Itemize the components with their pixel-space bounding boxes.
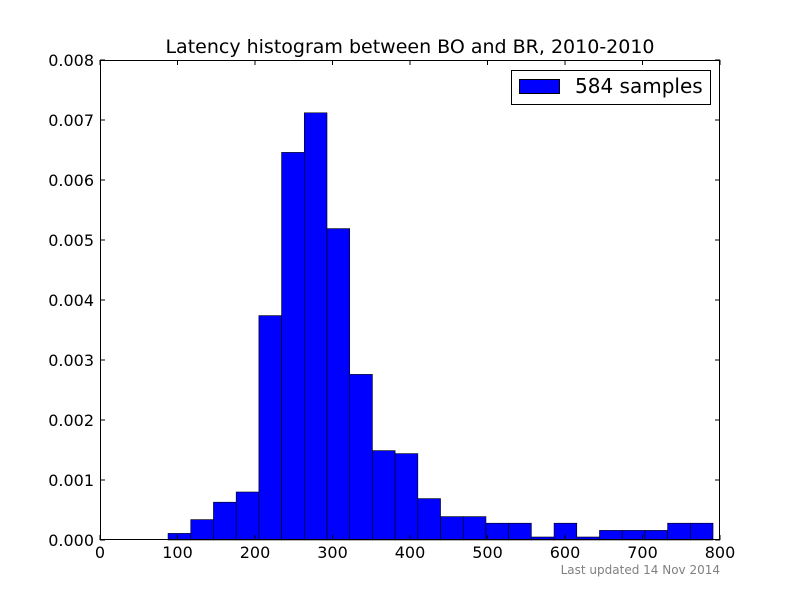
legend-swatch xyxy=(519,79,560,94)
histogram-bar-19 xyxy=(599,530,623,541)
x-tick-label-0: 0 xyxy=(95,543,105,562)
x-tick-label-8: 800 xyxy=(705,543,736,562)
histogram-bar-21 xyxy=(644,530,668,541)
y-tick-label-3: 0.003 xyxy=(48,351,94,370)
histogram-bar-15 xyxy=(508,522,532,541)
ticks-layer: 0 100 200 300 400 500 600 700 800 0.000 0.001 0.002… xyxy=(48,51,735,562)
x-tick-label-5: 500 xyxy=(472,543,503,562)
y-tick-label-5: 0.005 xyxy=(48,231,94,250)
histogram-bar-2 xyxy=(213,501,237,541)
histogram-bar-10 xyxy=(394,453,419,541)
histogram-bar-11 xyxy=(417,498,441,541)
x-tick-label-1: 100 xyxy=(162,543,193,562)
y-tick-label-7: 0.007 xyxy=(48,111,94,130)
x-tick-label-3: 300 xyxy=(317,543,348,562)
bars-layer xyxy=(167,112,714,541)
y-tick-label-2: 0.002 xyxy=(48,411,94,430)
histogram-bar-23 xyxy=(690,522,714,541)
histogram-bar-3 xyxy=(235,491,260,541)
y-tick-label-1: 0.001 xyxy=(48,471,94,490)
histogram-bar-22 xyxy=(667,522,691,541)
histogram-bar-9 xyxy=(372,450,396,541)
histogram-bar-8 xyxy=(349,374,373,541)
x-tick-label-4: 400 xyxy=(395,543,426,562)
histogram-bar-5 xyxy=(281,152,305,541)
y-tick-label-8: 0.008 xyxy=(48,51,94,70)
y-tick-label-0: 0.000 xyxy=(48,531,94,550)
y-tick-label-4: 0.004 xyxy=(48,291,94,310)
x-tick-label-7: 700 xyxy=(627,543,658,562)
histogram-bar-4 xyxy=(258,315,282,541)
histogram-bar-14 xyxy=(485,522,509,541)
last-updated-text: Last updated 14 Nov 2014 xyxy=(561,563,720,577)
histogram-bar-7 xyxy=(326,228,351,541)
histogram-bar-12 xyxy=(440,516,464,541)
y-tick-label-6: 0.006 xyxy=(48,171,94,190)
legend: 584 samples xyxy=(511,70,711,105)
histogram-bar-13 xyxy=(462,516,487,541)
plot-frame xyxy=(100,60,720,540)
histogram-bar-20 xyxy=(621,530,646,541)
legend-label: 584 samples xyxy=(575,74,703,98)
x-tick-label-6: 600 xyxy=(550,543,581,562)
x-tick-label-2: 200 xyxy=(240,543,271,562)
histogram-bar-1 xyxy=(190,519,214,541)
chart-title: Latency histogram between BO and BR, 201… xyxy=(165,36,654,58)
histogram-bar-6 xyxy=(303,112,328,541)
